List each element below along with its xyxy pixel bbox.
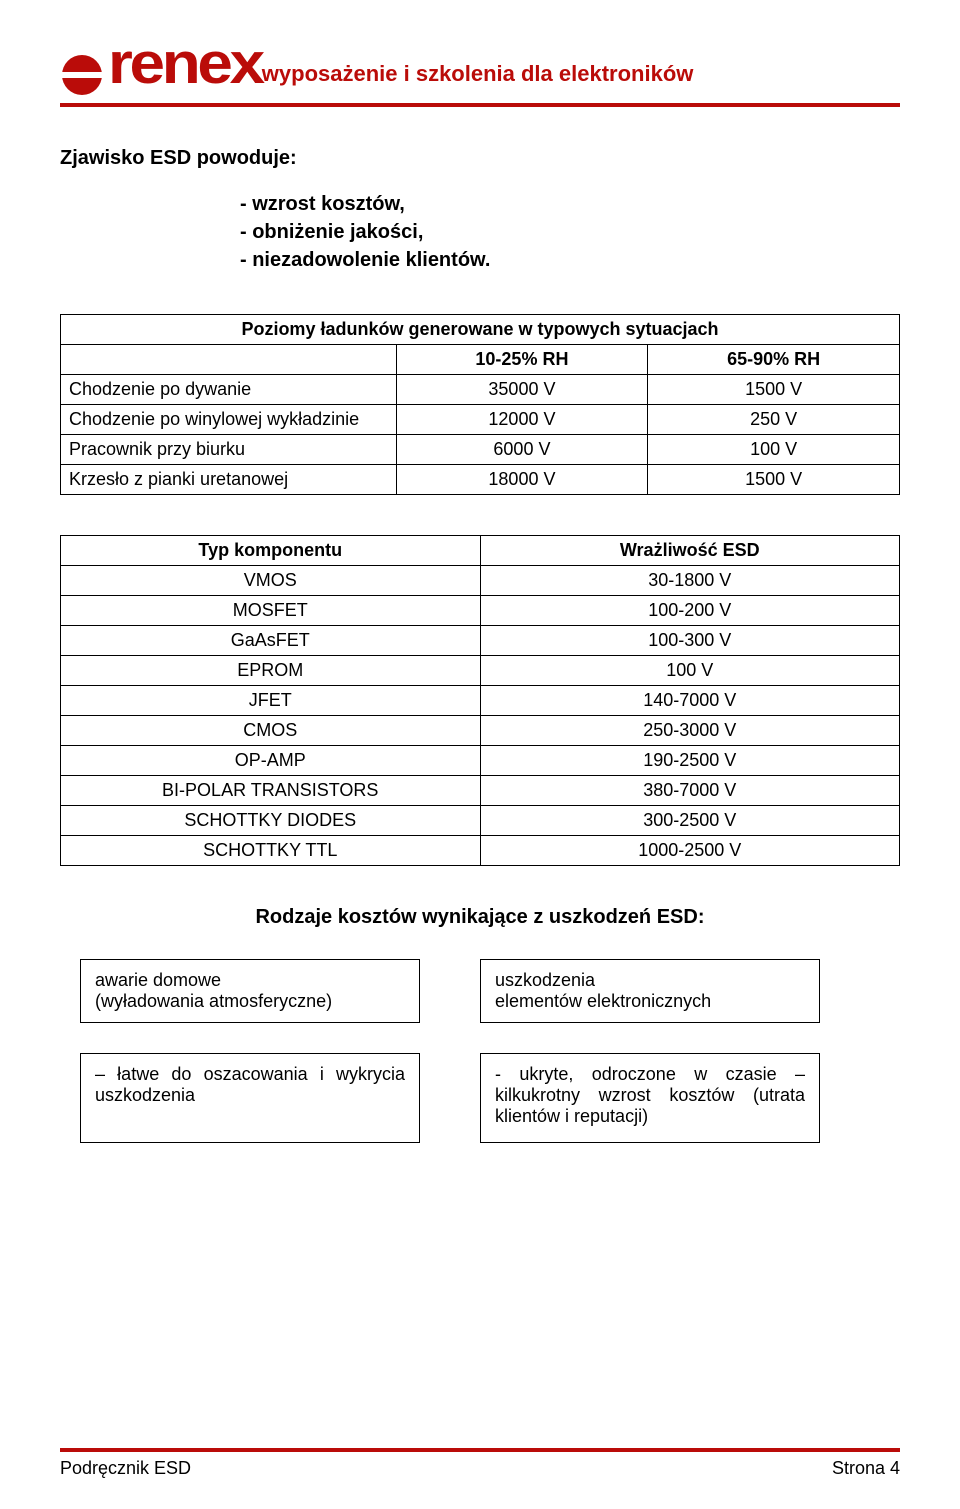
- cell: MOSFET: [61, 596, 481, 626]
- table1-col0: [61, 345, 397, 375]
- cell: VMOS: [61, 566, 481, 596]
- table-row: SCHOTTKY DIODES300-2500 V: [61, 806, 900, 836]
- cell: 250-3000 V: [480, 716, 900, 746]
- table-row: SCHOTTKY TTL1000-2500 V: [61, 836, 900, 866]
- costs-title: Rodzaje kosztów wynikające z uszkodzeń E…: [60, 906, 900, 929]
- footer: Podręcznik ESD Strona 4: [60, 1448, 900, 1479]
- cell: 250 V: [648, 405, 900, 435]
- cell: 190-2500 V: [480, 746, 900, 776]
- table1-col1: 10-25% RH: [396, 345, 648, 375]
- table-charge-levels: Poziomy ładunków generowane w typowych s…: [60, 314, 900, 495]
- header: renex wyposażenie i szkolenia dla elektr…: [60, 30, 900, 107]
- cell: 100 V: [648, 435, 900, 465]
- bullet-item: - wzrost kosztów,: [240, 190, 900, 218]
- boxes-row-1: awarie domowe (wyładowania atmosferyczne…: [60, 959, 900, 1023]
- cell: 1500 V: [648, 375, 900, 405]
- cell: OP-AMP: [61, 746, 481, 776]
- box-home-failures: awarie domowe (wyładowania atmosferyczne…: [80, 959, 420, 1023]
- cell: 35000 V: [396, 375, 648, 405]
- cell: Krzesło z pianki uretanowej: [61, 465, 397, 495]
- cell: Chodzenie po winylowej wykładzinie: [61, 405, 397, 435]
- table-row: OP-AMP190-2500 V: [61, 746, 900, 776]
- table-row: BI-POLAR TRANSISTORS380-7000 V: [61, 776, 900, 806]
- table-component-sensitivity: Typ komponentu Wrażliwość ESD VMOS30-180…: [60, 535, 900, 866]
- cell: 1000-2500 V: [480, 836, 900, 866]
- table-row: GaAsFET100-300 V: [61, 626, 900, 656]
- table-row: CMOS250-3000 V: [61, 716, 900, 746]
- logo-text: renex: [108, 30, 262, 97]
- table1-col2: 65-90% RH: [648, 345, 900, 375]
- table-row: Chodzenie po winylowej wykładzinie 12000…: [61, 405, 900, 435]
- box-component-damage: uszkodzenia elementów elektronicznych: [480, 959, 820, 1023]
- table1-title: Poziomy ładunków generowane w typowych s…: [61, 315, 900, 345]
- table-row: Pracownik przy biurku 6000 V 100 V: [61, 435, 900, 465]
- footer-right: Strona 4: [832, 1458, 900, 1479]
- cell: 140-7000 V: [480, 686, 900, 716]
- cell: 12000 V: [396, 405, 648, 435]
- logo-icon: [60, 53, 104, 97]
- bullet-list: - wzrost kosztów, - obniżenie jakości, -…: [240, 190, 900, 274]
- table-row: JFET140-7000 V: [61, 686, 900, 716]
- boxes-row-2: – łatwe do oszacowania i wykrycia uszkod…: [60, 1053, 900, 1143]
- table-row: MOSFET100-200 V: [61, 596, 900, 626]
- cell: 18000 V: [396, 465, 648, 495]
- cell: 100-300 V: [480, 626, 900, 656]
- cell: Chodzenie po dywanie: [61, 375, 397, 405]
- cell: SCHOTTKY TTL: [61, 836, 481, 866]
- table-row: Krzesło z pianki uretanowej 18000 V 1500…: [61, 465, 900, 495]
- cell: 100-200 V: [480, 596, 900, 626]
- cell: 30-1800 V: [480, 566, 900, 596]
- cell: JFET: [61, 686, 481, 716]
- cell: 300-2500 V: [480, 806, 900, 836]
- cell: 380-7000 V: [480, 776, 900, 806]
- bullet-item: - niezadowolenie klientów.: [240, 246, 900, 274]
- section-title: Zjawisko ESD powoduje:: [60, 147, 900, 170]
- page: renex wyposażenie i szkolenia dla elektr…: [0, 0, 960, 1509]
- cell: 1500 V: [648, 465, 900, 495]
- box-easy-detect: – łatwe do oszacowania i wykrycia uszkod…: [80, 1053, 420, 1143]
- box-hidden-costs: - ukryte, odroczone w czasie – kilkukrot…: [480, 1053, 820, 1143]
- cell: Pracownik przy biurku: [61, 435, 397, 465]
- tagline: wyposażenie i szkolenia dla elektroników: [262, 61, 694, 97]
- cell: EPROM: [61, 656, 481, 686]
- table-row: Chodzenie po dywanie 35000 V 1500 V: [61, 375, 900, 405]
- table2-col0: Typ komponentu: [61, 536, 481, 566]
- bullet-item: - obniżenie jakości,: [240, 218, 900, 246]
- cell: BI-POLAR TRANSISTORS: [61, 776, 481, 806]
- cell: CMOS: [61, 716, 481, 746]
- footer-left: Podręcznik ESD: [60, 1458, 191, 1479]
- cell: SCHOTTKY DIODES: [61, 806, 481, 836]
- table2-col1: Wrażliwość ESD: [480, 536, 900, 566]
- cell: 6000 V: [396, 435, 648, 465]
- cell: GaAsFET: [61, 626, 481, 656]
- table-row: EPROM100 V: [61, 656, 900, 686]
- cell: 100 V: [480, 656, 900, 686]
- table-row: VMOS30-1800 V: [61, 566, 900, 596]
